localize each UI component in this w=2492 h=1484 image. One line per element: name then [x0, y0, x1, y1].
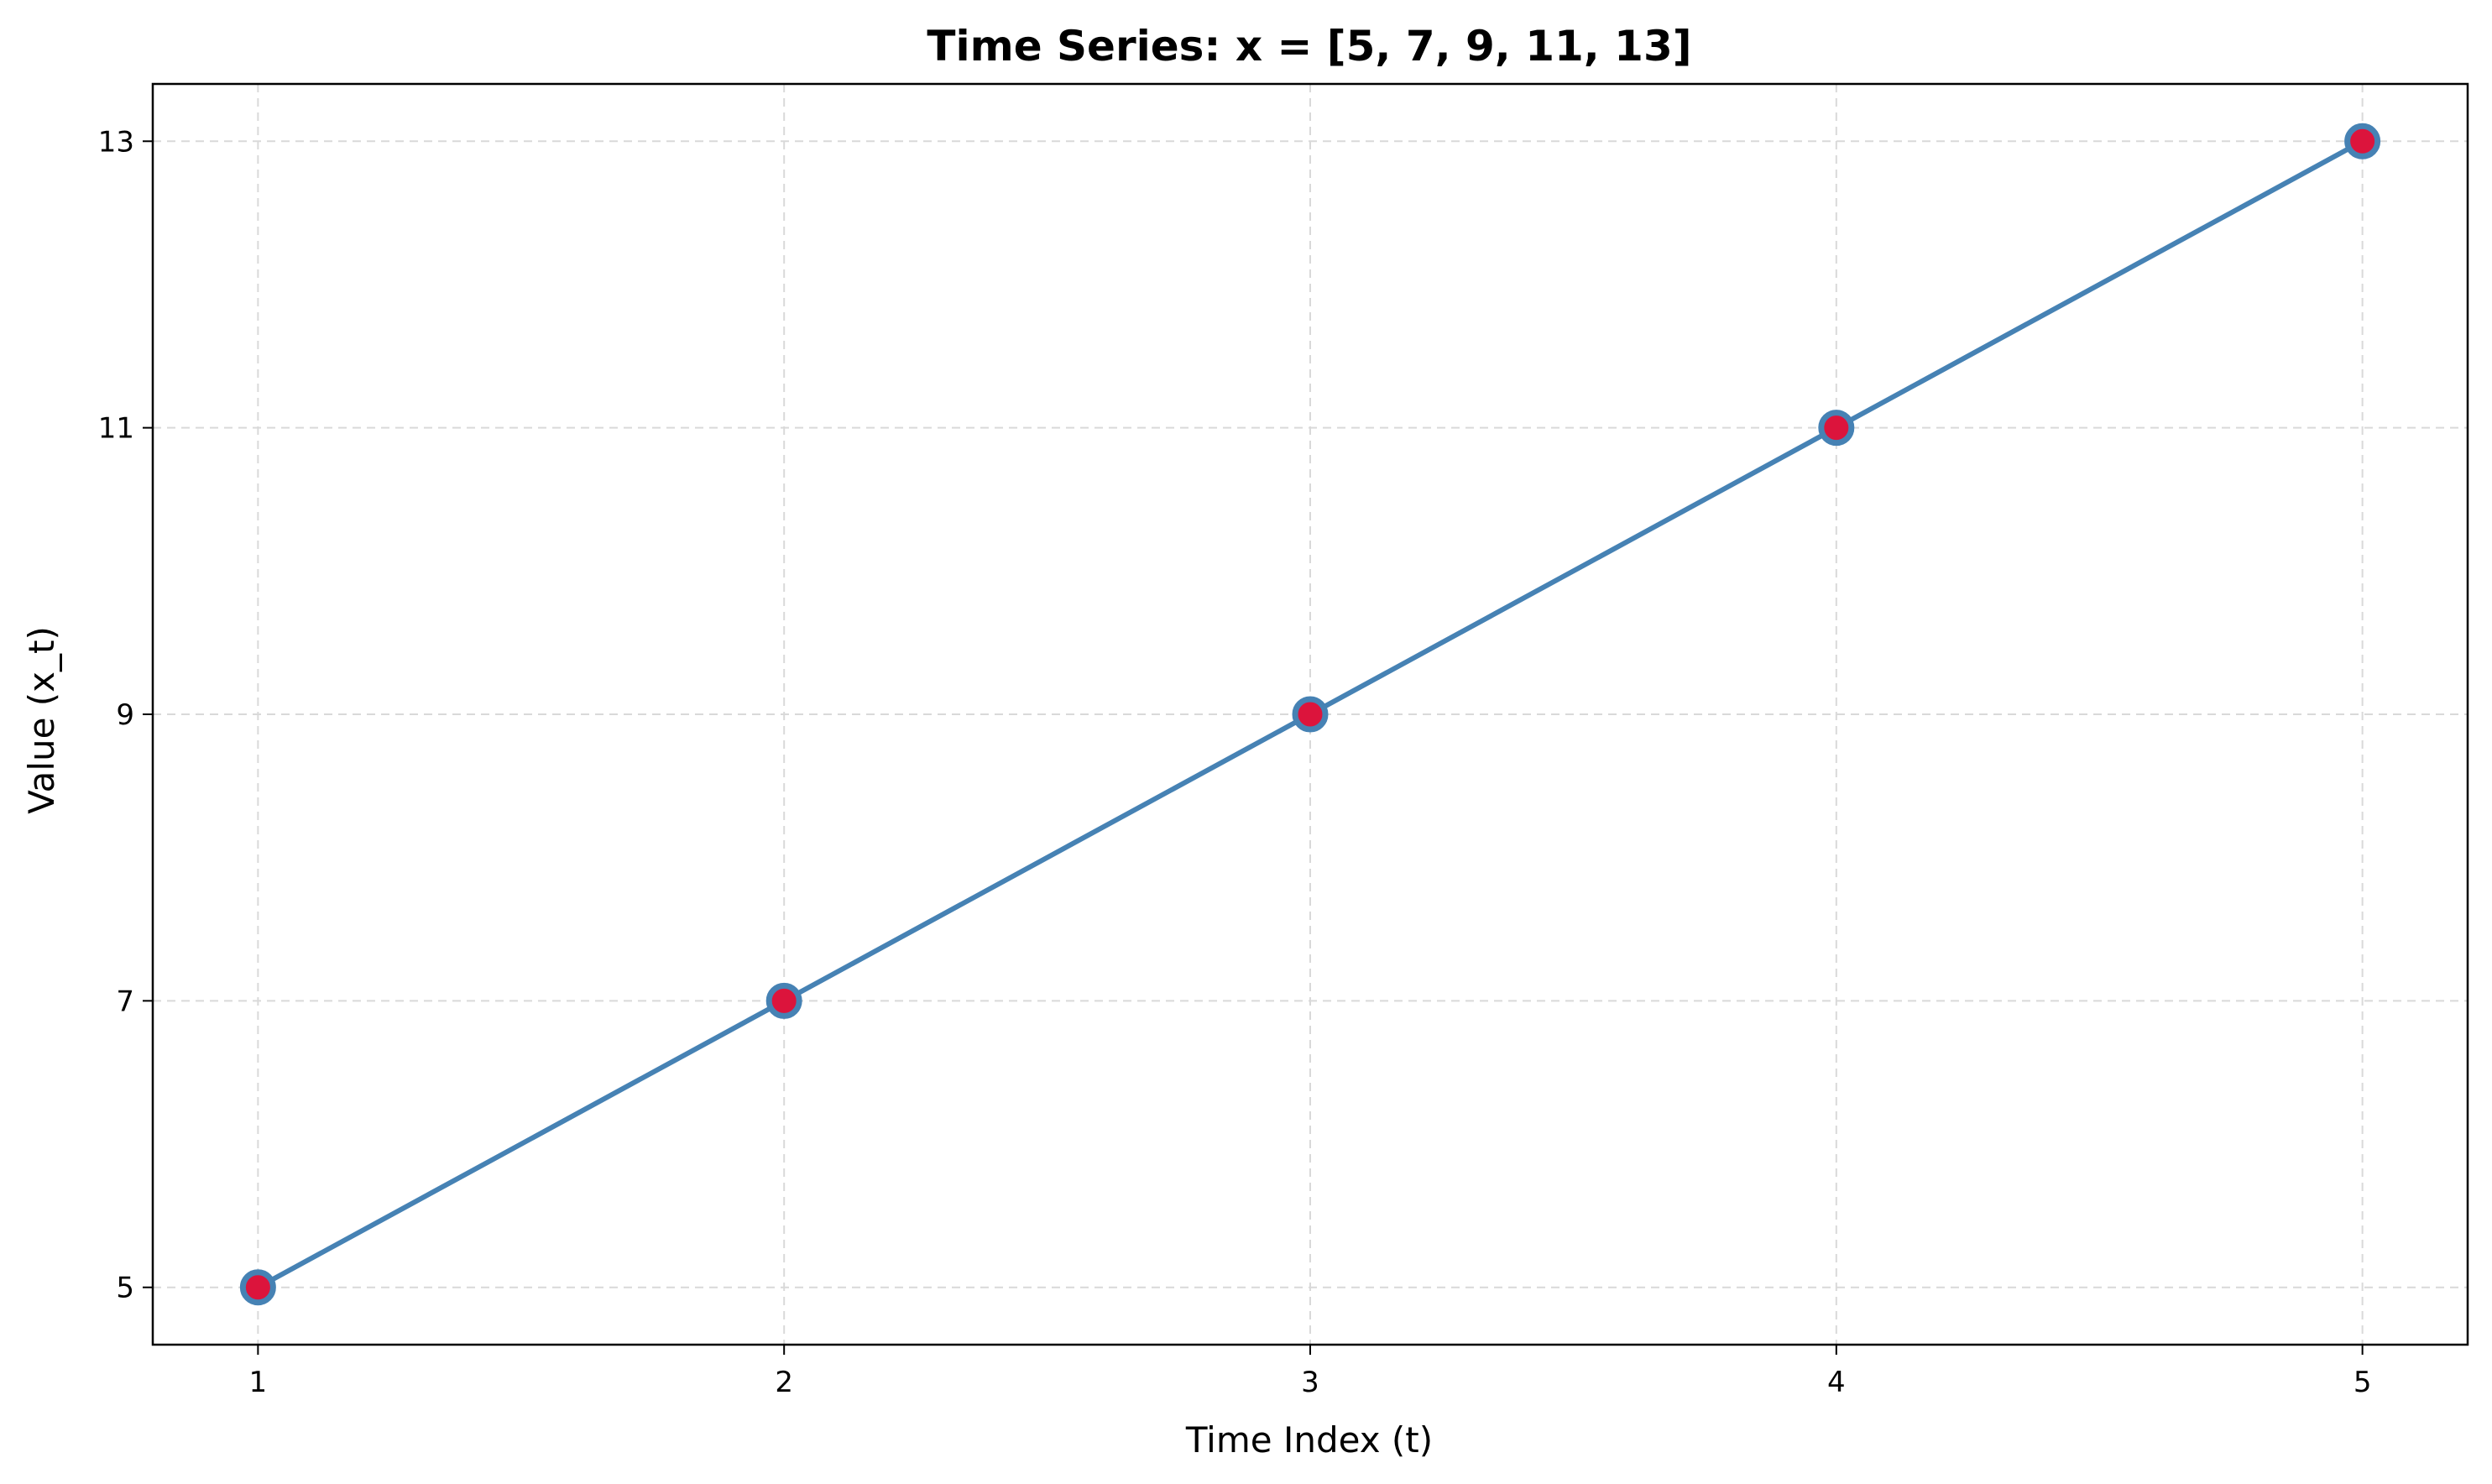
x-tick-label: 2: [775, 1366, 793, 1399]
y-tick-label: 7: [116, 985, 134, 1018]
data-points: [239, 123, 2381, 1306]
data-point: [1292, 696, 1329, 733]
x-tick-label: 5: [2354, 1366, 2372, 1399]
y-tick-label: 11: [98, 412, 134, 446]
x-tick-label: 4: [1827, 1366, 1846, 1399]
x-tick-label: 1: [249, 1366, 268, 1399]
data-point: [1818, 410, 1855, 447]
y-tick-label: 13: [98, 125, 134, 159]
y-tick-label: 9: [116, 698, 134, 732]
y-tick-label: 5: [116, 1272, 134, 1305]
x-axis-label: Time Index (t): [1185, 1419, 1433, 1460]
chart-title: Time Series: x = [5, 7, 9, 11, 13]: [927, 22, 1691, 71]
axis-ticks: 1 2 3 4 5 5 7 9 11 13: [98, 125, 2372, 1399]
data-point: [765, 982, 802, 1019]
data-point: [2344, 123, 2381, 159]
x-tick-label: 3: [1301, 1366, 1319, 1399]
y-axis-label: Value (x_t): [21, 626, 62, 814]
data-point: [239, 1269, 276, 1306]
